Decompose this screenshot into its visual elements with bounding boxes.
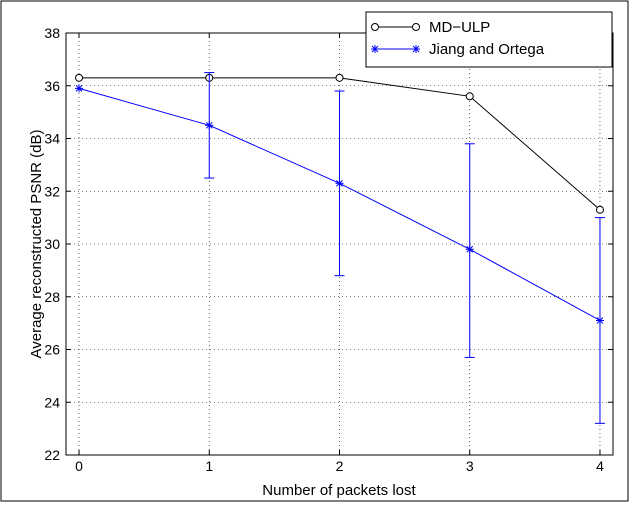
y-tick-label: 22 <box>44 447 60 463</box>
data-point <box>595 316 604 325</box>
x-tick-label: 4 <box>596 458 604 474</box>
legend-star <box>412 45 420 53</box>
y-axis-label: Average reconstructed PSNR (dB) <box>28 130 45 359</box>
legend-marker-jiang-ortega-right <box>412 45 420 53</box>
legend-marker-jiang-ortega-left <box>371 45 379 53</box>
y-tick-label: 30 <box>44 236 60 252</box>
y-tick-label: 28 <box>44 289 60 305</box>
data-point <box>465 245 474 254</box>
y-tick-label: 38 <box>44 25 60 41</box>
data-point <box>335 73 344 82</box>
x-tick-label: 3 <box>466 458 474 474</box>
y-tick-label: 26 <box>44 342 60 358</box>
series-1 <box>75 72 605 424</box>
y-tick-label: 36 <box>44 78 60 94</box>
y-tick-label: 32 <box>44 183 60 199</box>
series-0 <box>75 73 604 214</box>
data-point <box>75 73 84 82</box>
x-axis-label: Number of packets lost <box>262 482 416 499</box>
data-point <box>205 121 214 130</box>
y-tick-label: 24 <box>44 394 60 410</box>
legend-label-jiang-ortega: Jiang and Ortega <box>429 41 545 58</box>
data-point <box>335 179 344 188</box>
data-point <box>75 84 84 93</box>
y-tick-label: 34 <box>44 131 60 147</box>
legend-star <box>371 45 379 53</box>
legend-marker-md-ulp-left <box>371 23 379 31</box>
x-tick-label: 2 <box>336 458 344 474</box>
x-tick-label: 1 <box>205 458 213 474</box>
data-point <box>465 92 474 101</box>
series-layer <box>75 72 605 424</box>
x-tick-label: 0 <box>75 458 83 474</box>
legend: MD−ULP Jiang and Ortega <box>365 11 613 68</box>
legend-box <box>365 11 613 68</box>
legend-label-md-ulp: MD−ULP <box>429 19 490 36</box>
legend-marker-md-ulp-right <box>412 23 420 31</box>
data-point <box>595 205 604 214</box>
